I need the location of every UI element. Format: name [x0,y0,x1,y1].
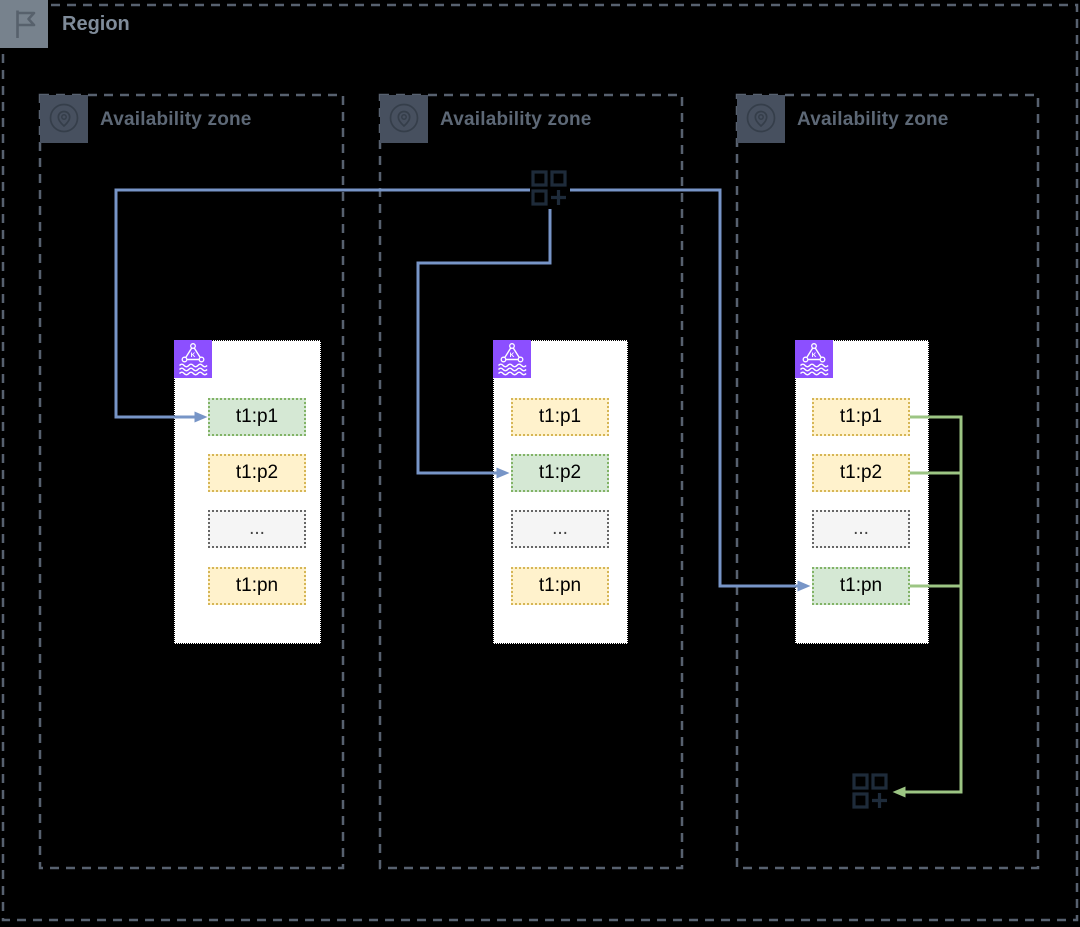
availability-zone-pin-icon [380,95,428,143]
consumer-app-components-icon [851,772,891,812]
az2-partition-t1p1: t1:p1 [511,398,609,436]
az2-partition-t1pn: t1:pn [511,567,609,605]
svg-text:K: K [812,352,817,359]
availability-zone-pin-icon [40,95,88,143]
az2-partition-ellipsis: ... [511,510,609,548]
az1-partition-t1pn: t1:pn [208,567,306,605]
kinesis-data-streams-icon: K [174,340,212,378]
az1-partition-ellipsis: ... [208,510,306,548]
az3-partition-t1p1: t1:p1 [812,398,910,436]
kinesis-data-streams-icon: K [795,340,833,378]
az1-partition-t1p2: t1:p2 [208,454,306,492]
region-label: Region [62,13,130,35]
svg-text:K: K [191,352,196,359]
az2-label: Availability zone [440,109,592,130]
az3-label: Availability zone [797,109,949,130]
az1-label: Availability zone [100,109,252,130]
svg-text:K: K [510,352,515,359]
az3-partition-ellipsis: ... [812,510,910,548]
kinesis-data-streams-icon: K [493,340,531,378]
az3-partition-t1p2: t1:p2 [812,454,910,492]
region-flag-icon [0,0,48,48]
az3-partition-t1pn: t1:pn [812,567,910,605]
producer-app-components-icon [530,169,570,209]
availability-zone-pin-icon [737,95,785,143]
az1-partition-t1p1: t1:p1 [208,398,306,436]
az2-partition-t1p2: t1:p2 [511,454,609,492]
